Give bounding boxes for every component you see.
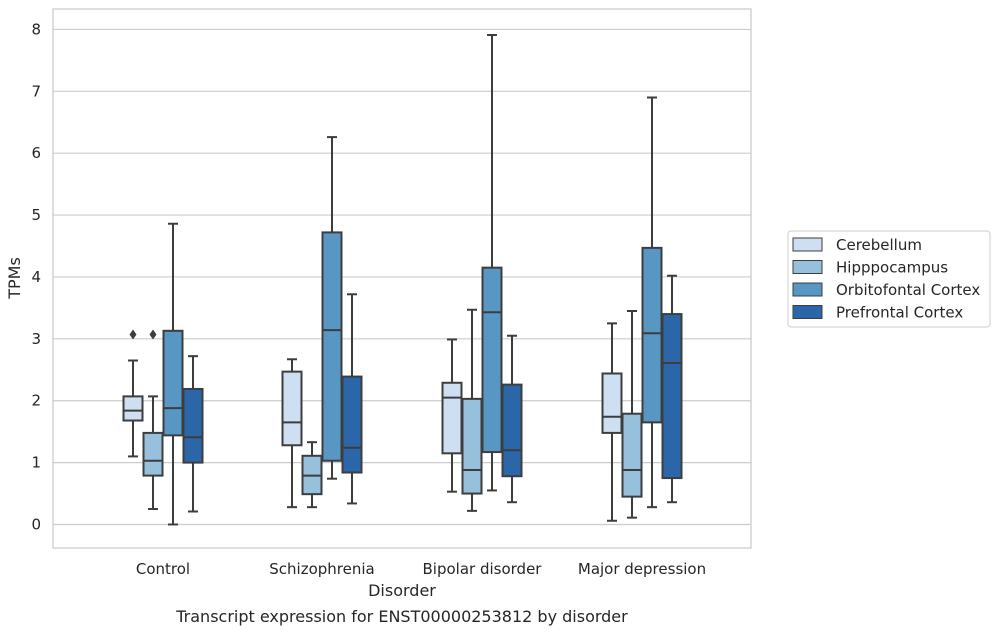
box	[641, 246, 663, 424]
y-tick-label: 5	[31, 206, 41, 224]
box-plot	[301, 441, 323, 509]
box	[321, 231, 343, 462]
x-tick-label: Schizophrenia	[269, 560, 374, 578]
box	[621, 412, 643, 498]
legend-items: Cerebellum Hipppocampus Orbitofontal Corte…	[792, 236, 980, 322]
box-plot	[281, 358, 303, 509]
legend-frame	[787, 230, 991, 328]
box-plot	[341, 293, 363, 505]
legend-swatch	[792, 237, 823, 252]
y-tick-labels: 0 1 2 3 4 5 6 7 8	[31, 20, 41, 533]
box-plot	[142, 329, 164, 511]
legend-label: Cerebellum	[836, 236, 922, 254]
box	[661, 313, 683, 480]
box	[441, 381, 463, 455]
box-plot	[441, 338, 463, 493]
x-axis-label: Disorder	[368, 581, 436, 600]
legend-label: Orbitofontal Cortex	[836, 281, 980, 299]
box	[601, 372, 623, 434]
y-axis-label: TPMs	[5, 257, 24, 300]
legend-label: Prefrontal Cortex	[836, 304, 963, 322]
x-tick-label: Bipolar disorder	[423, 560, 543, 578]
y-tick-label: 7	[31, 82, 41, 100]
legend: Cerebellum Hipppocampus Orbitofontal Corte…	[787, 230, 991, 328]
box	[481, 266, 503, 454]
x-tick-label: Control	[136, 560, 190, 578]
x-tick-label: Major depression	[578, 560, 706, 578]
y-tick-label: 3	[31, 330, 41, 348]
box-plot	[601, 322, 623, 522]
box-plot	[501, 334, 523, 504]
outlier-marker	[129, 329, 137, 340]
y-tick-label: 2	[31, 392, 41, 410]
box-plot	[182, 355, 204, 513]
box-plot	[122, 329, 144, 458]
box-plot	[621, 309, 643, 519]
plot-frame	[52, 8, 752, 549]
legend-swatch	[792, 305, 823, 319]
box	[501, 383, 523, 478]
box-plots	[122, 33, 683, 526]
legend-swatch	[792, 260, 823, 274]
box-plot	[321, 136, 343, 480]
box-plot	[661, 274, 683, 504]
box	[182, 387, 204, 464]
y-tick-label: 4	[31, 268, 41, 286]
box-plot	[481, 33, 503, 492]
y-tick-label: 1	[31, 454, 41, 472]
box-plot	[641, 96, 663, 509]
y-tick-label: 6	[31, 144, 41, 162]
box	[142, 431, 164, 477]
legend-swatch	[792, 282, 823, 297]
y-tick-label: 8	[31, 20, 41, 38]
box-plot	[162, 222, 184, 526]
box-plot	[461, 308, 483, 512]
box	[281, 370, 303, 447]
box	[461, 397, 483, 495]
x-tick-labels: Control Schizophrenia Bipolar disorder Majo…	[136, 560, 706, 578]
y-tick-label: 0	[31, 515, 41, 533]
chart-caption: Transcript expression for ENST0000025381…	[175, 607, 628, 626]
box	[162, 329, 184, 437]
box	[122, 395, 144, 422]
outlier-marker	[149, 329, 157, 340]
box	[341, 375, 363, 474]
legend-label: Hipppocampus	[836, 259, 948, 277]
